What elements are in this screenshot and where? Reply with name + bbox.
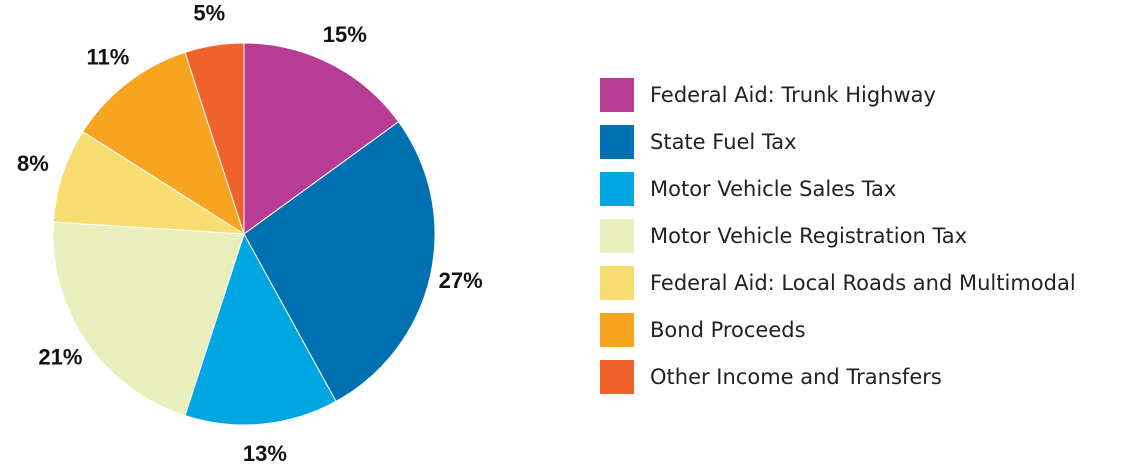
slice-label: 5%	[193, 1, 225, 26]
slice-label: 15%	[323, 22, 367, 47]
legend-swatch	[600, 78, 634, 112]
pie-slice	[52, 130, 245, 235]
legend-swatch	[600, 125, 634, 159]
legend-swatch	[600, 219, 634, 253]
pie-slice	[243, 121, 436, 403]
pie-slice	[243, 42, 400, 235]
legend-label: State Fuel Tax	[650, 130, 797, 154]
legend-swatch	[600, 360, 634, 394]
legend-label: Motor Vehicle Registration Tax	[650, 224, 967, 248]
slice-label: 11%	[87, 44, 130, 69]
legend-label: Other Income and Transfers	[650, 365, 942, 389]
legend-swatch	[600, 313, 634, 347]
pie-slice	[52, 221, 245, 417]
slice-label: 27%	[439, 268, 483, 293]
pie-slice	[184, 42, 245, 235]
pie-slice	[82, 51, 245, 236]
legend-label: Motor Vehicle Sales Tax	[650, 177, 896, 201]
legend-label: Bond Proceeds	[650, 318, 806, 342]
pie-slice	[184, 232, 337, 426]
legend-swatch	[600, 266, 634, 300]
slice-label: 8%	[17, 151, 49, 176]
slice-label: 21%	[38, 345, 82, 370]
legend-label: Federal Aid: Local Roads and Multimodal	[650, 271, 1076, 295]
legend-swatch	[600, 172, 634, 206]
legend-label: Federal Aid: Trunk Highway	[650, 83, 936, 107]
slice-label: 13%	[243, 441, 287, 464]
